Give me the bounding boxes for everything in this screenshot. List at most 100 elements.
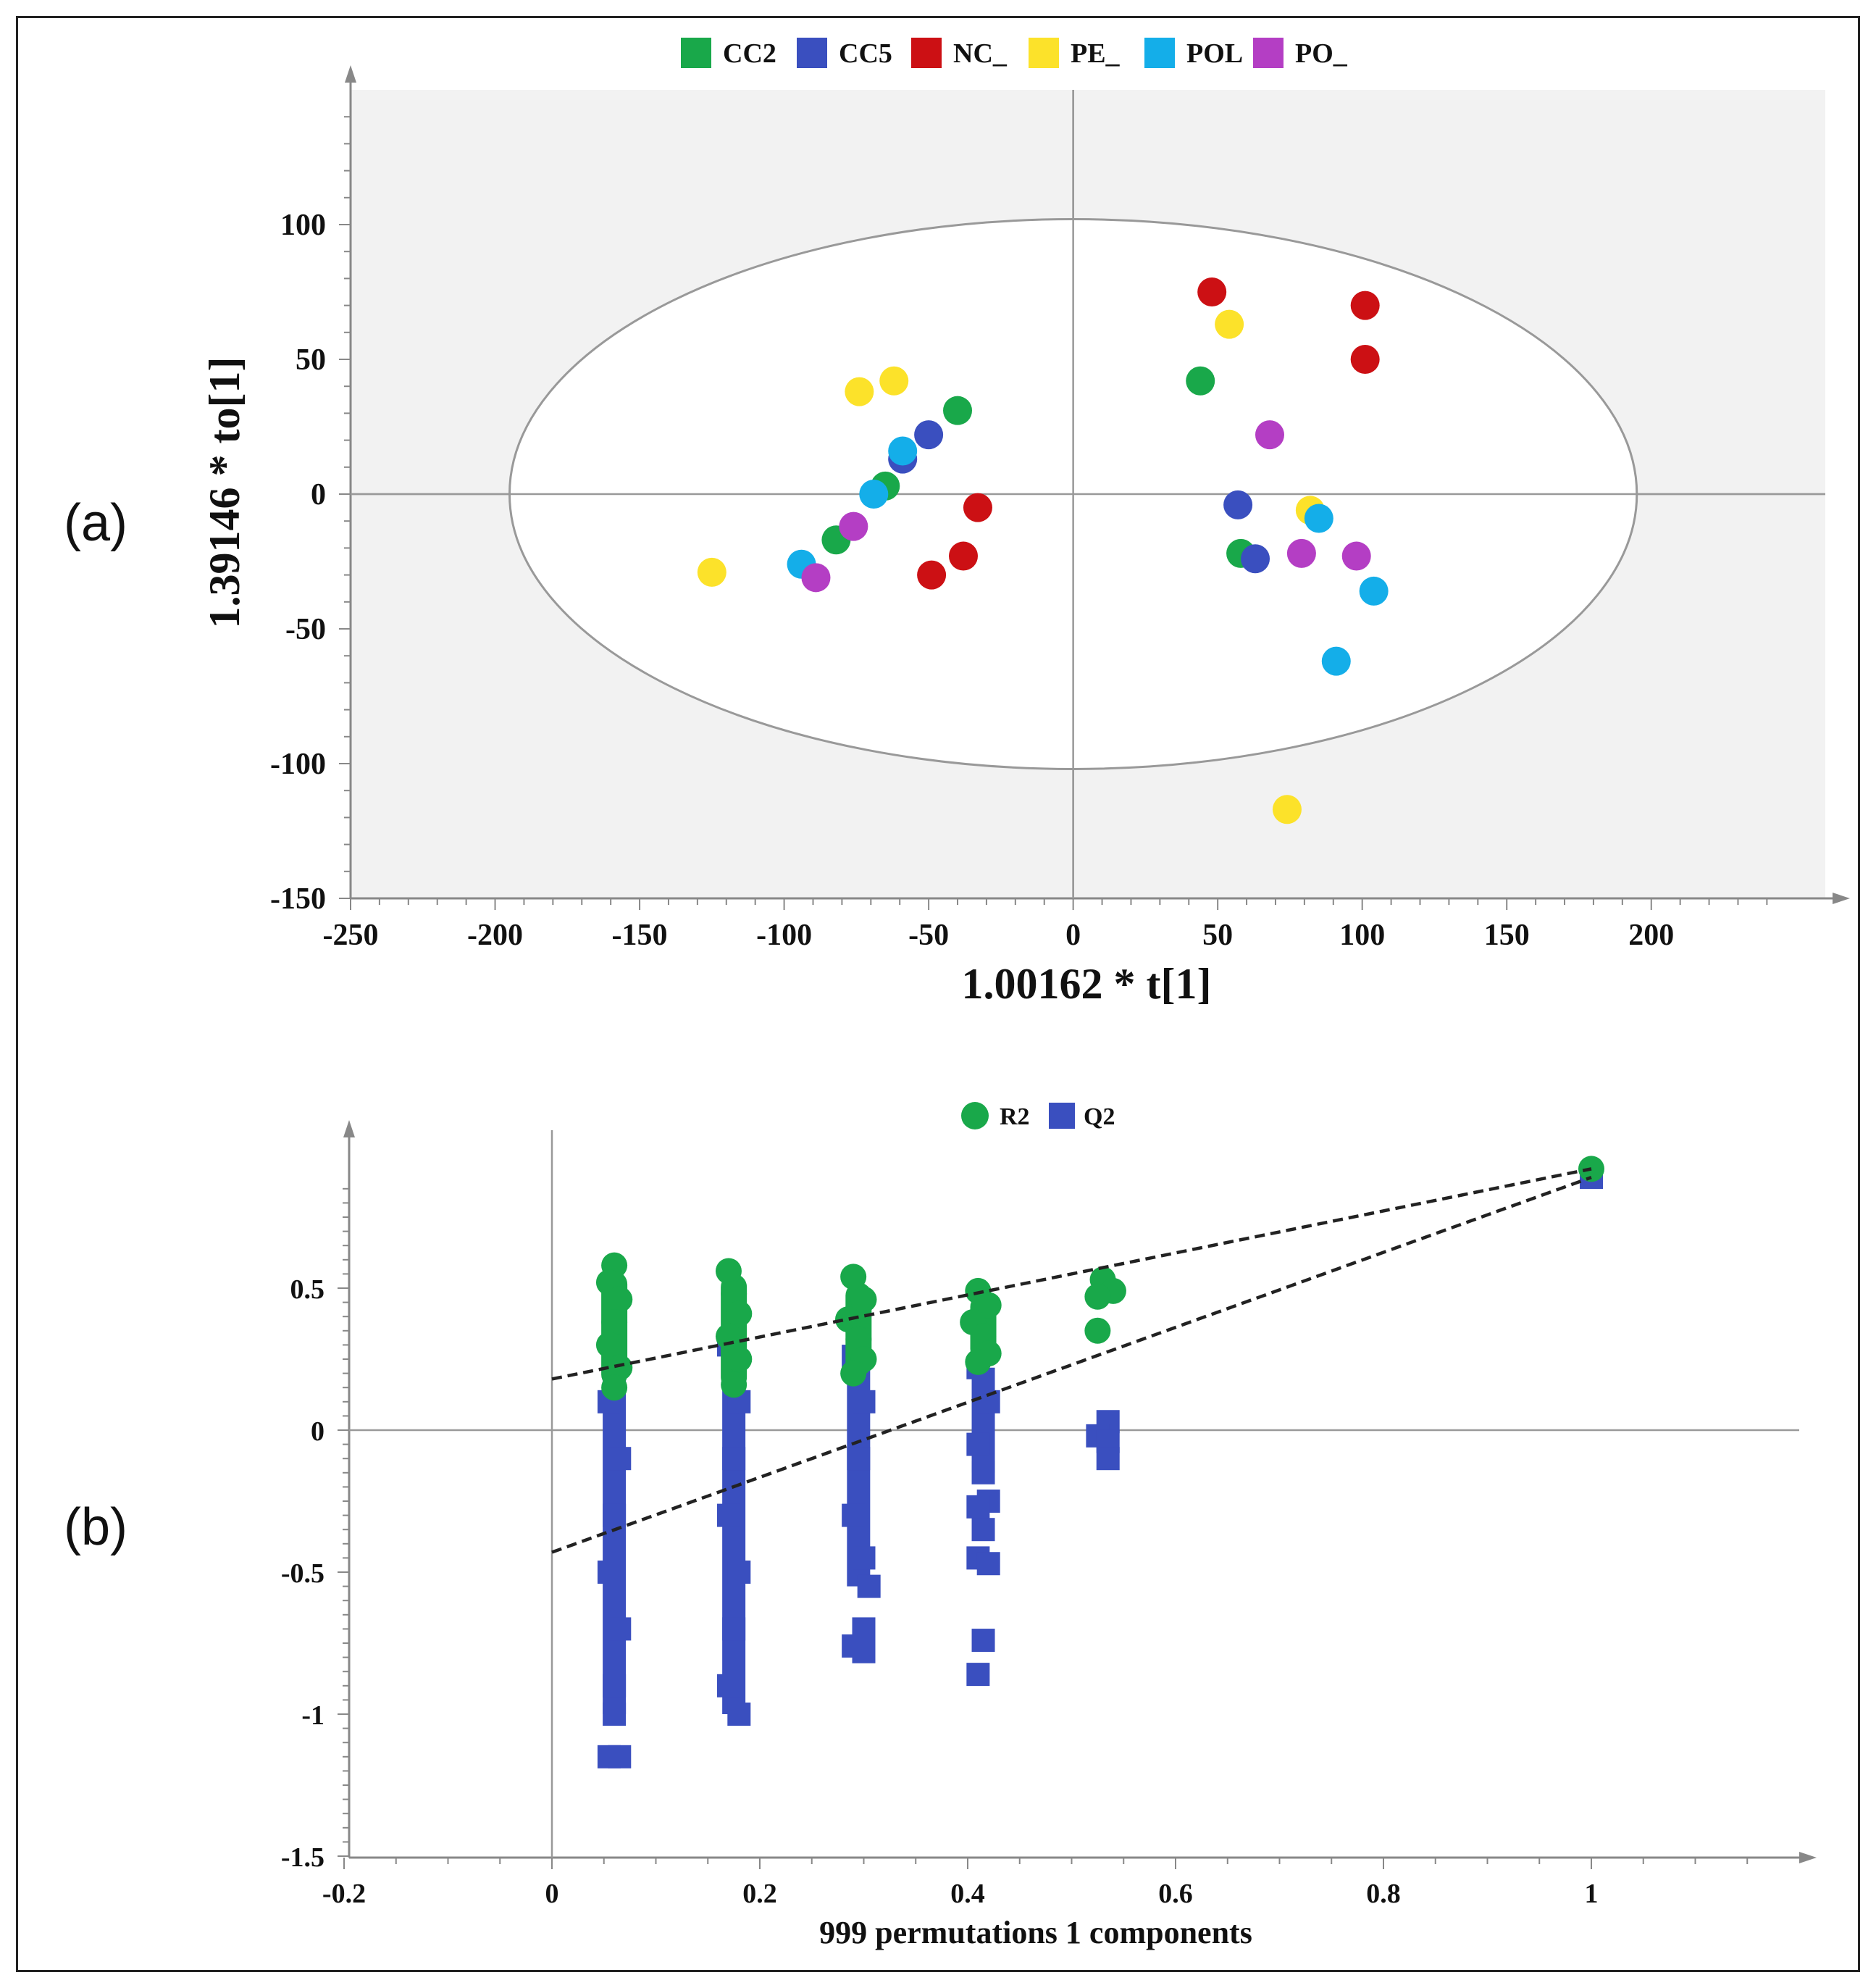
legend-label: CC2 [723,38,776,69]
data-point-po [1255,420,1284,450]
r2-point [726,1300,753,1327]
x-tick-label: 1 [1585,1879,1599,1909]
data-point-nc [1350,345,1380,374]
q2-point [608,1447,632,1471]
q2-point [727,1703,751,1726]
data-point-nc [963,493,992,522]
q2-point [722,1447,746,1471]
q2-point [716,1674,740,1697]
q2-permutation-band [603,1367,627,1714]
data-point-pol [859,480,889,509]
r2-point [715,1258,742,1285]
q2-point [603,1503,627,1527]
x-tick-label: -250 [323,919,379,952]
x-axis-arrow [1833,893,1850,904]
y-tick-label: 0 [311,1416,324,1447]
y-tick-label: -0.5 [281,1558,324,1589]
r2-regression-line [551,1167,1592,1381]
data-point-po [1341,541,1371,571]
r2-point [606,1354,633,1381]
q2-point [603,1674,627,1697]
r2-point [975,1292,1002,1319]
q2-point [852,1546,876,1570]
q2-point [842,1503,866,1527]
r2-point [840,1264,867,1290]
legend-swatch [911,38,942,68]
x-tick-label: -50 [908,919,949,952]
legend-swatch [1049,1103,1075,1129]
x-tick-label: 100 [1339,919,1385,952]
r2-point [601,1309,628,1336]
legend-label: R2 [1000,1103,1030,1130]
data-point-nc [1350,291,1380,320]
chart-a: -250 -200 -150 -100 -50 0 50 100 150 200 -150 -100 -… [64,38,1850,1008]
y-axis-arrow [343,1120,355,1137]
r2-point [834,1306,861,1333]
x-axis-label: 999 permutations 1 components [819,1915,1252,1950]
y-tick-label: -1.5 [281,1842,324,1873]
x-tick-label: -100 [756,919,812,952]
data-point-cc2 [1186,366,1215,396]
legend-label: Q2 [1084,1103,1115,1130]
data-point-pe [697,557,726,587]
r2-point [595,1332,622,1358]
x-axis-arrow [1799,1852,1817,1863]
data-point-cc5 [1241,544,1270,574]
r2-point [721,1371,748,1398]
x-tick-label: 0 [545,1879,559,1909]
q2-point [852,1390,876,1413]
q2-point [1096,1447,1120,1471]
data-point-nc [1197,277,1227,306]
r2-point [601,1374,628,1401]
legend-swatch [797,38,827,68]
data-point-pe [879,366,909,396]
legend-label: NC_ [953,38,1008,69]
x-tick-label: -150 [612,919,668,952]
r2-point [850,1286,877,1313]
data-point-pol [1359,576,1389,606]
q2-regression-line [551,1176,1592,1554]
x-tick-label: 0.6 [1158,1879,1193,1909]
y-tick-label: 0 [311,478,326,511]
legend-swatch [1253,38,1284,68]
y-tick-label: 0.5 [290,1274,325,1305]
legend-swatch [961,1102,989,1129]
q2-point [722,1617,746,1641]
y-tick-label: -50 [285,613,326,646]
data-point-pe [1215,309,1244,339]
legend-swatch [1029,38,1059,68]
panel-label-a: (a) [64,494,127,552]
y-axis-arrow [345,65,356,83]
data-point-pol [888,436,918,466]
legend-label: POL [1186,38,1243,69]
figure-frame [16,16,1860,1972]
q2-point [966,1495,990,1519]
x-tick-label: 0.8 [1366,1879,1401,1909]
y-tick-label: -150 [270,882,326,916]
y-axis-label: 1.39146 * to[1] [201,357,248,629]
data-point-nc [917,560,947,590]
q2-point [603,1703,627,1726]
q2-point [852,1640,876,1663]
data-point-po [1286,538,1316,568]
q2-point [966,1432,990,1456]
x-tick-label: 0.2 [742,1879,777,1909]
x-tick-label: 150 [1484,919,1530,952]
data-point-cc5 [914,420,944,450]
x-tick-label: 200 [1628,919,1674,952]
r2-point [845,1326,872,1353]
y-tick-label: -1 [301,1700,324,1731]
x-tick-label: -0.2 [322,1879,366,1909]
x-tick-label: 50 [1202,919,1233,952]
x-axis-label: 1.00162 * t[1] [962,960,1212,1008]
q2-point [608,1617,632,1641]
x-tick-label: 0.4 [950,1879,985,1909]
data-point-pol [1304,504,1333,533]
r2-point [1084,1283,1111,1310]
r2-point [606,1286,633,1313]
q2-point [971,1461,995,1484]
data-point-po [839,511,868,541]
q2-point [608,1745,632,1768]
y-tick-label: 50 [296,343,326,377]
r2-point [965,1348,992,1375]
